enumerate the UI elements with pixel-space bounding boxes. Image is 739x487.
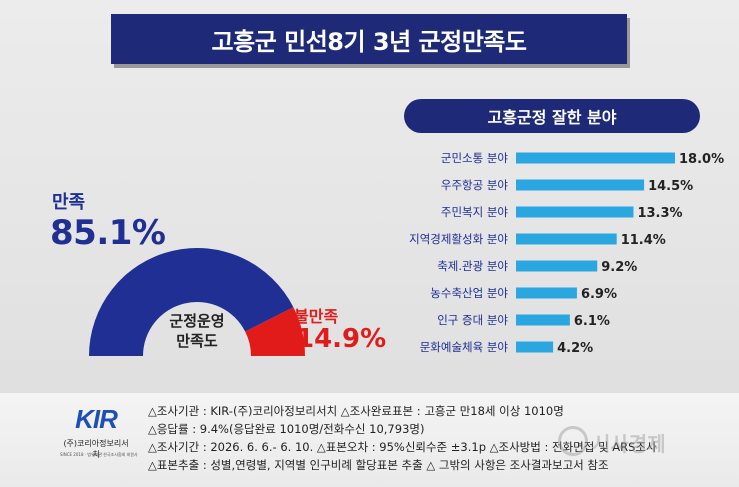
footer-line-3: △조사기간 : 2026. 6. 6.- 6. 10. △표본오차 : 95%신… bbox=[148, 440, 657, 454]
watermark-circle-icon bbox=[558, 426, 588, 456]
bar-value-label: 4.2% bbox=[557, 341, 593, 356]
footer bbox=[0, 393, 739, 487]
gauge-center-line1: 군정운영 bbox=[169, 312, 225, 330]
bar bbox=[516, 233, 617, 245]
footer-line-2: △응답률 : 9.4%(응답완료 1010명/전화수신 10,793명) bbox=[148, 422, 425, 436]
logo-mark: KIR bbox=[75, 404, 118, 434]
logo-org: (주)코리아정보리서치 bbox=[63, 439, 129, 459]
footer-line-4: △표본추출 : 성별,연령별, 지역별 인구비례 할당표본 추출 △ 그밖의 사… bbox=[148, 458, 609, 472]
gauge-center-label: 군정운영 만족도 bbox=[147, 311, 247, 355]
bar bbox=[516, 206, 634, 218]
bar-value-label: 9.2% bbox=[601, 260, 637, 275]
bar bbox=[516, 179, 645, 191]
bar bbox=[516, 260, 598, 272]
bar-value-label: 13.3% bbox=[637, 206, 682, 221]
gauge-dissatisfied-segment bbox=[245, 307, 305, 356]
bar-category-label: 우주항공 분야 bbox=[441, 178, 509, 192]
satisfied-label: 만족 bbox=[52, 192, 86, 213]
bar-value-label: 14.5% bbox=[648, 179, 693, 194]
gauge-center-line2: 만족도 bbox=[176, 332, 218, 350]
dissatisfied-value: 14.9% bbox=[296, 324, 387, 354]
bar bbox=[516, 341, 554, 353]
bar-category-label: 지역경제활성화 분야 bbox=[409, 232, 508, 246]
bar-value-label: 18.0% bbox=[679, 152, 724, 167]
bar bbox=[516, 287, 577, 299]
bar bbox=[516, 314, 570, 326]
bar bbox=[516, 152, 675, 164]
footer-line-1: △조사기관 : KIR-(주)코리아정보리서치 △조사완료표본 : 고흥군 만1… bbox=[148, 404, 564, 418]
bar-category-label: 인구 증대 분야 bbox=[437, 313, 508, 327]
bar-category-label: 농수축산업 분야 bbox=[430, 286, 508, 300]
bar-chart-title: 고흥군정 잘한 분야 bbox=[404, 99, 700, 133]
kir-logo: KIR (주)코리아정보리서치 SINCE 2018 · 범위기관 한국조사협회… bbox=[60, 400, 138, 462]
bar-value-label: 6.1% bbox=[574, 314, 610, 329]
dissatisfied-label: 불만족 bbox=[294, 307, 339, 326]
bar-category-label: 문화예술체육 분야 bbox=[420, 340, 509, 354]
bar-value-label: 11.4% bbox=[621, 233, 666, 248]
bar-value-label: 6.9% bbox=[581, 287, 617, 302]
watermark: 시사경제 bbox=[592, 432, 666, 456]
page-title: 고흥군 민선8기 3년 군정만족도 bbox=[111, 14, 627, 64]
logo-small: SINCE 2018 · 범위기관 한국조사협회 회원사 bbox=[60, 452, 138, 457]
bar-category-label: 군민소통 분야 bbox=[441, 151, 509, 165]
bar-category-label: 주민복지 분야 bbox=[441, 205, 509, 219]
satisfied-value: 85.1% bbox=[50, 213, 166, 253]
gauge-satisfied-segment bbox=[89, 248, 294, 356]
bar-category-label: 축제.관광 분야 bbox=[437, 259, 508, 273]
